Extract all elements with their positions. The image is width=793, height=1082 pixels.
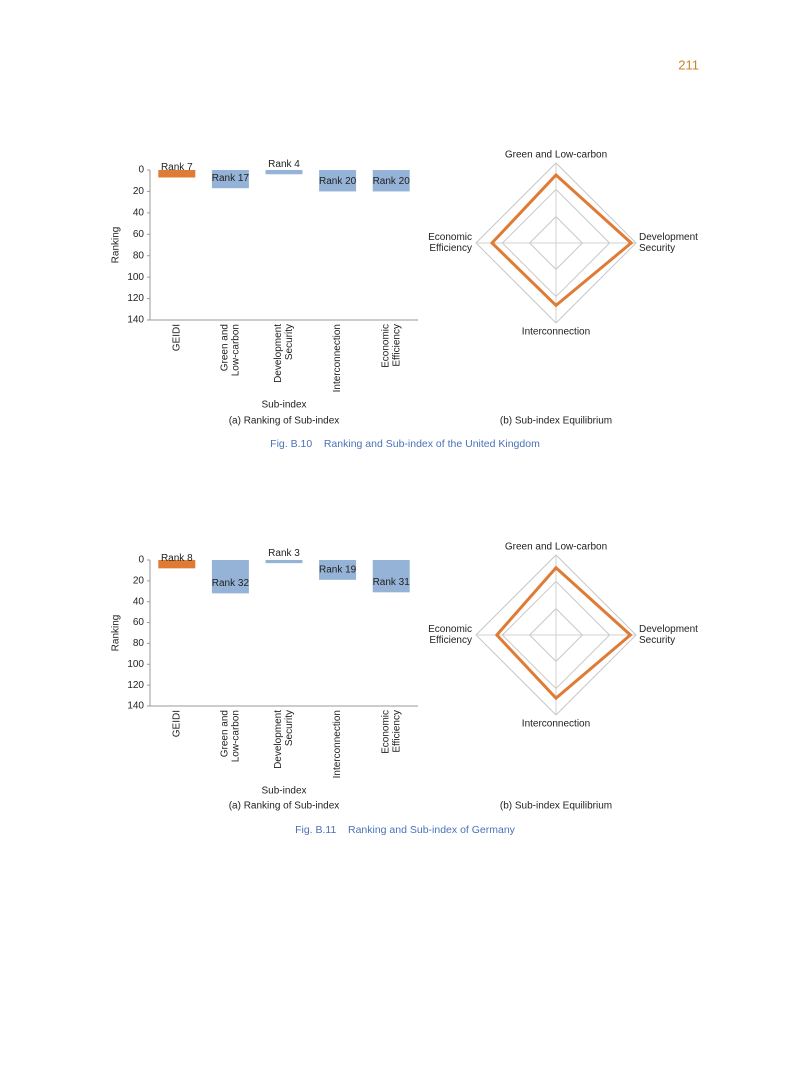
chart-subtitle: (b) Sub-index Equilibrium xyxy=(500,416,612,427)
bar xyxy=(372,560,410,593)
chart-subtitle: (b) Sub-index Equilibrium xyxy=(500,801,612,812)
x-tick-label: Interconnection xyxy=(332,710,343,778)
axis-label: Security xyxy=(639,243,675,254)
y-axis-label: Ranking xyxy=(111,615,122,652)
x-tick-label: Security xyxy=(284,710,295,746)
x-tick-label: Green and xyxy=(220,324,231,371)
x-tick-label: Economic xyxy=(380,710,391,754)
x-tick-label: GEIDI xyxy=(171,324,182,351)
x-tick-label: Development xyxy=(273,324,284,383)
figure-caption: Fig. B.11 Ranking and Sub-index of Germa… xyxy=(295,824,516,836)
value-label: Rank 20 xyxy=(319,176,357,187)
value-label: Rank 20 xyxy=(373,176,411,187)
bar xyxy=(211,560,249,594)
axis-label: Development xyxy=(639,624,698,635)
x-tick-label: Low-carbon xyxy=(231,324,242,376)
y-tick-label: 40 xyxy=(133,596,145,607)
page-number: 211 xyxy=(678,57,699,72)
x-tick-label: Efficiency xyxy=(391,324,402,367)
y-tick-label: 80 xyxy=(133,638,145,649)
bar xyxy=(158,560,196,569)
value-label: Rank 7 xyxy=(161,162,193,173)
y-axis-label: Ranking xyxy=(111,227,122,264)
y-tick-label: 20 xyxy=(133,575,145,586)
chart-subtitle: (a) Ranking of Sub-index xyxy=(229,801,340,812)
y-tick-label: 80 xyxy=(133,250,145,261)
figure-caption: Fig. B.10 Ranking and Sub-index of the U… xyxy=(270,438,540,450)
y-tick-label: 0 xyxy=(138,165,144,176)
chart-subtitle: (a) Ranking of Sub-index xyxy=(229,416,340,427)
axis-label: Economic xyxy=(428,232,472,243)
axis-label: Interconnection xyxy=(522,327,590,338)
axis-label: Green and Low-carbon xyxy=(505,542,607,553)
y-tick-label: 120 xyxy=(127,680,144,691)
axis-label: Development xyxy=(639,232,698,243)
y-tick-label: 20 xyxy=(133,186,145,197)
bar xyxy=(158,170,196,178)
bar xyxy=(319,170,357,192)
bar xyxy=(319,560,357,580)
value-label: Rank 17 xyxy=(212,173,250,184)
y-tick-label: 40 xyxy=(133,207,145,218)
value-label: Rank 3 xyxy=(268,548,300,559)
axis-label: Efficiency xyxy=(429,635,472,646)
x-tick-label: Low-carbon xyxy=(231,710,242,762)
value-label: Rank 4 xyxy=(268,159,300,170)
y-tick-label: 100 xyxy=(127,272,144,283)
x-tick-label: GEIDI xyxy=(171,710,182,737)
y-tick-label: 60 xyxy=(133,617,145,628)
y-tick-label: 140 xyxy=(127,315,144,326)
y-tick-label: 100 xyxy=(127,659,144,670)
bar xyxy=(265,560,303,564)
x-tick-label: Development xyxy=(273,710,284,769)
x-tick-label: Interconnection xyxy=(332,324,343,392)
x-tick-label: Efficiency xyxy=(391,710,402,753)
y-tick-label: 60 xyxy=(133,229,145,240)
x-tick-label: Security xyxy=(284,324,295,360)
y-tick-label: 120 xyxy=(127,293,144,304)
axis-label: Economic xyxy=(428,624,472,635)
axis-label: Green and Low-carbon xyxy=(505,150,607,161)
y-tick-label: 140 xyxy=(127,701,144,712)
value-label: Rank 31 xyxy=(373,577,411,588)
x-axis-label: Sub-index xyxy=(261,786,306,797)
axis-label: Efficiency xyxy=(429,243,472,254)
value-label: Rank 8 xyxy=(161,553,193,564)
radar-line xyxy=(489,172,634,308)
axis-label: Security xyxy=(639,635,675,646)
value-label: Rank 32 xyxy=(212,578,250,589)
x-axis-label: Sub-index xyxy=(261,400,306,411)
bar xyxy=(211,170,249,189)
axis-label: Interconnection xyxy=(522,719,590,730)
radar-line xyxy=(494,565,633,701)
value-label: Rank 19 xyxy=(319,564,357,575)
y-tick-label: 0 xyxy=(138,555,144,566)
bar xyxy=(265,170,303,175)
x-tick-label: Green and xyxy=(220,710,231,757)
bar xyxy=(372,170,410,192)
x-tick-label: Economic xyxy=(380,324,391,368)
